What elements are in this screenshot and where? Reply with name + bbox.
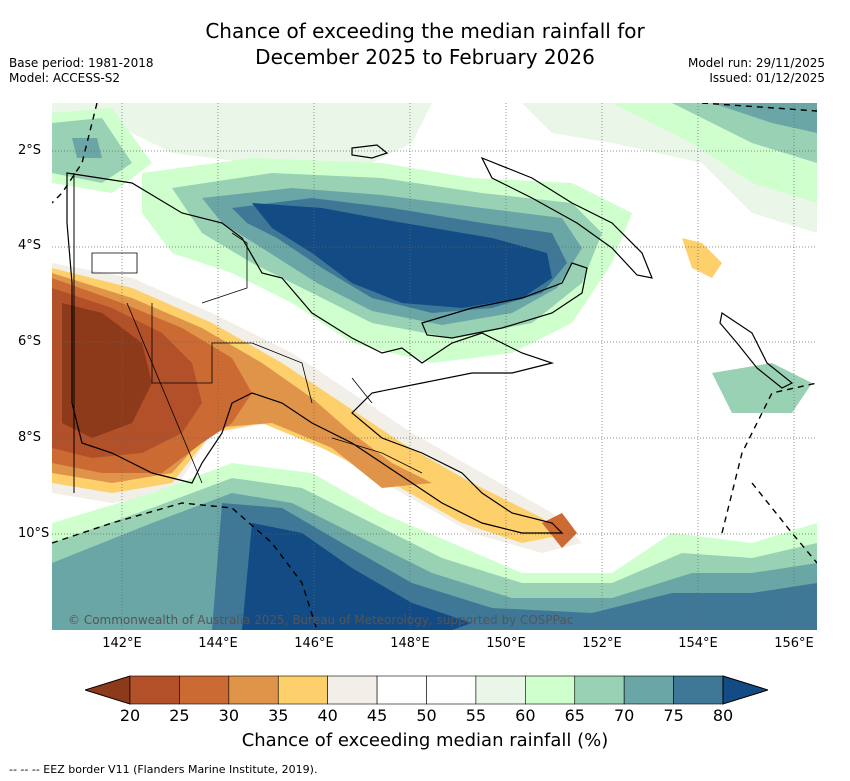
colorbar-segment [574, 675, 625, 705]
colorbar-extend-high [722, 675, 770, 705]
colorbar-segment [129, 675, 180, 705]
colorbar-tick-label: 65 [564, 706, 585, 725]
new-ireland-coastline [480, 156, 653, 279]
colorbar-segment [475, 675, 526, 705]
rainfall-map [52, 103, 817, 630]
colorbar-tick-label: 70 [613, 706, 635, 725]
colorbar-tick-label: 30 [218, 706, 239, 725]
contour-70-northeast [712, 103, 817, 133]
colorbar-segment [426, 675, 477, 705]
lat-label-6s: 6°S [18, 334, 42, 349]
lat-label-8s: 8°S [18, 430, 42, 445]
contour-55-north [52, 103, 432, 173]
colorbar-segment [623, 675, 674, 705]
bougainville-coastline [719, 312, 794, 389]
contour-35-east [682, 238, 722, 278]
contour-65-east [712, 363, 812, 413]
colorbar-tick-label: 35 [268, 706, 289, 725]
manus-coastline [351, 144, 389, 159]
eez-border [52, 103, 817, 630]
title-line-1: Chance of exceeding the median rainfall … [205, 19, 645, 43]
colorbar-segment [277, 675, 328, 705]
title-line-2: December 2025 to February 2026 [255, 45, 595, 69]
meta-left: Base period: 1981-2018 Model: ACCESS-S2 [9, 56, 154, 86]
colorbar-tick-label: 75 [663, 706, 684, 725]
model-name: Model: ACCESS-S2 [9, 71, 121, 85]
colorbar-segment [525, 675, 576, 705]
lon-label-144e: 144°E [198, 636, 238, 651]
colorbar-tick-label: 20 [119, 706, 141, 725]
contour-70-northwest [72, 138, 102, 158]
new-britain-coastline [421, 262, 588, 339]
lon-label-142e: 142°E [102, 636, 142, 651]
map-gridlines [52, 103, 817, 630]
lon-label-150e: 150°E [486, 636, 526, 651]
model-run: Model run: 29/11/2025 [687, 56, 825, 70]
colorbar-svg [83, 675, 770, 705]
lon-label-154e: 154°E [678, 636, 718, 651]
colorbar-tick-label: 50 [416, 706, 437, 725]
contour-below-20-west [62, 303, 152, 438]
lon-label-146e: 146°E [294, 636, 334, 651]
colorbar-tick-label: 45 [366, 706, 388, 725]
colorbar-segment [327, 675, 378, 705]
contour-80-south [242, 523, 472, 630]
lat-label-10s: 10°S [18, 526, 50, 541]
map-svg [52, 103, 817, 630]
copyright-notice: © Commonwealth of Australia 2025, Bureau… [68, 613, 574, 627]
eez-legend: -- -- -- EEZ border V11 (Flanders Marine… [9, 763, 318, 776]
lon-label-148e: 148°E [390, 636, 430, 651]
colorbar-label: Chance of exceeding median rainfall (%) [241, 730, 609, 751]
lat-label-2s: 2°S [18, 143, 42, 158]
colorbar-segment [228, 675, 279, 705]
colorbar-tick-label: 60 [515, 706, 536, 725]
issued-date: Issued: 01/12/2025 [709, 71, 825, 85]
contour-80-bismarck [252, 203, 552, 308]
base-period: Base period: 1981-2018 [9, 56, 154, 70]
chart-title: Chance of exceeding the median rainfall … [0, 18, 850, 70]
colorbar-segment [673, 675, 724, 705]
colorbar-tick-label: 40 [317, 706, 338, 725]
province-borders [91, 232, 423, 484]
lon-label-156e: 156°E [774, 636, 814, 651]
meta-right: Model run: 29/11/2025 Issued: 01/12/2025 [688, 56, 825, 86]
colorbar-extend-low [83, 675, 131, 705]
colorbar-tick-label: 55 [465, 706, 487, 725]
lat-label-4s: 4°S [18, 238, 42, 253]
png-coastline [66, 172, 564, 534]
colorbar-tick-label: 80 [712, 706, 734, 725]
colorbar-segment [376, 675, 427, 705]
colorbar-segment [179, 675, 230, 705]
lon-label-152e: 152°E [582, 636, 622, 651]
colorbar-tick-label: 25 [169, 706, 190, 725]
colorbar [83, 675, 770, 705]
